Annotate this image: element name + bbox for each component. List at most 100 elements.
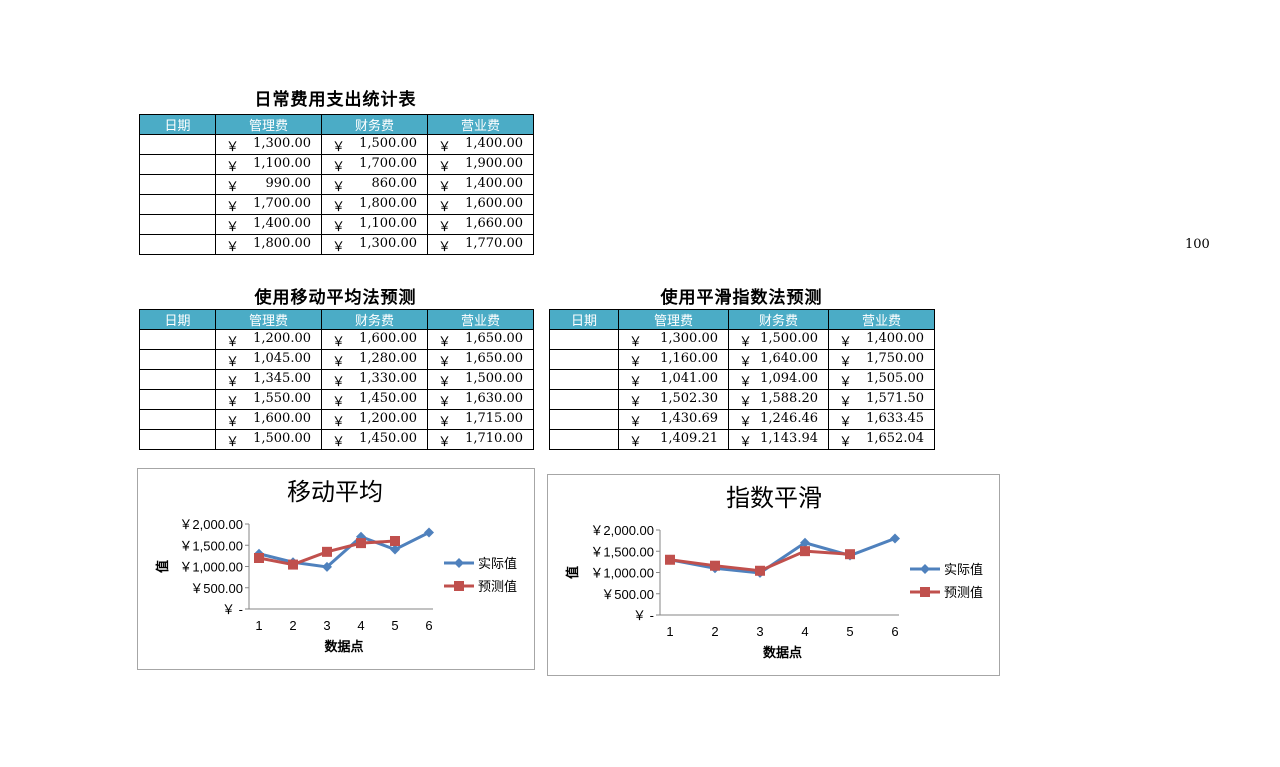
currency-symbol: ￥ — [332, 355, 346, 370]
amount-cell[interactable]: ￥ 1,400.00 — [215, 214, 322, 235]
amount-cell[interactable]: ￥ 1,571.50 — [828, 389, 935, 410]
amount-cell[interactable]: ￥ 1,450.00 — [321, 389, 428, 410]
amount-cell[interactable]: ￥ 1,630.00 — [427, 389, 534, 410]
amount-cell[interactable]: ￥ 1,650.00 — [427, 329, 534, 350]
amount-cell[interactable]: ￥ 1,600.00 — [427, 194, 534, 215]
amount-cell[interactable]: ￥ 1,094.00 — [728, 369, 829, 390]
amount-cell[interactable]: ￥ 1,300.00 — [321, 234, 428, 255]
header-row: 日期 管理费 财务费 营业费 — [549, 309, 935, 330]
amount-cell[interactable]: ￥ 1,500.00 — [215, 429, 322, 450]
amount-value: 1,640.00 — [760, 351, 818, 366]
amount-cell[interactable]: ￥ 990.00 — [215, 174, 322, 195]
amount-cell[interactable]: ￥ 1,300.00 — [215, 134, 322, 155]
amount-cell[interactable]: ￥ 1,502.30 — [618, 389, 729, 410]
amount-cell[interactable]: ￥ 1,400.00 — [427, 134, 534, 155]
legend-marker — [920, 564, 930, 574]
date-cell[interactable] — [549, 329, 619, 350]
x-tick-label: 2 — [711, 624, 718, 639]
amount-cell[interactable]: ￥ 1,600.00 — [321, 329, 428, 350]
date-cell[interactable] — [139, 154, 216, 175]
amount-cell[interactable]: ￥ 1,500.00 — [427, 369, 534, 390]
amount-cell[interactable]: ￥ 1,700.00 — [321, 154, 428, 175]
data-point-forecast — [322, 546, 332, 557]
date-cell[interactable] — [549, 429, 619, 450]
exponential-smoothing-chart[interactable]: 指数平滑 ￥2,000.00 ￥1,500.00 ￥1,000.00 ￥500.00 ￥ … — [547, 474, 1000, 676]
amount-cell[interactable]: ￥ 1,200.00 — [215, 329, 322, 350]
amount-cell[interactable]: ￥ 1,633.45 — [828, 409, 935, 430]
amount-cell[interactable]: ￥ 1,345.00 — [215, 369, 322, 390]
exponential-smoothing-table: 日期 管理费 财务费 营业费 ￥ 1,300.00 ￥ 1,500.00 ￥ 1,400.00 ￥ 1… — [549, 309, 935, 450]
amount-cell[interactable]: ￥ 1,409.21 — [618, 429, 729, 450]
amount-cell[interactable]: ￥ 1,650.00 — [427, 349, 534, 370]
table-row: ￥ 1,430.69 ￥ 1,246.46 ￥ 1,633.45 — [549, 409, 935, 430]
amount-cell[interactable]: ￥ 1,715.00 — [427, 409, 534, 430]
date-cell[interactable] — [139, 174, 216, 195]
amount-cell[interactable]: ￥ 1,652.04 — [828, 429, 935, 450]
amount-cell[interactable]: ￥ 1,330.00 — [321, 369, 428, 390]
amount-cell[interactable]: ￥ 1,900.00 — [427, 154, 534, 175]
amount-cell[interactable]: ￥ 1,400.00 — [427, 174, 534, 195]
date-cell[interactable] — [139, 349, 216, 370]
amount-cell[interactable]: ￥ 1,800.00 — [321, 194, 428, 215]
amount-cell[interactable]: ￥ 1,640.00 — [728, 349, 829, 370]
currency-symbol: ￥ — [226, 375, 240, 390]
amount-value: 1,700.00 — [253, 196, 311, 211]
amount-value: 1,650.00 — [465, 351, 523, 366]
date-cell[interactable] — [139, 329, 216, 350]
date-cell[interactable] — [549, 349, 619, 370]
amount-value: 1,143.94 — [760, 431, 818, 446]
currency-symbol: ￥ — [629, 375, 643, 390]
currency-symbol: ￥ — [332, 140, 346, 155]
amount-cell[interactable]: ￥ 1,100.00 — [215, 154, 322, 175]
date-cell[interactable] — [139, 194, 216, 215]
amount-cell[interactable]: ￥ 1,160.00 — [618, 349, 729, 370]
amount-value: 1,100.00 — [359, 216, 417, 231]
date-cell[interactable] — [139, 389, 216, 410]
amount-cell[interactable]: ￥ 1,280.00 — [321, 349, 428, 370]
currency-symbol: ￥ — [226, 395, 240, 410]
amount-cell[interactable]: ￥ 1,430.69 — [618, 409, 729, 430]
amount-cell[interactable]: ￥ 1,500.00 — [728, 329, 829, 350]
date-cell[interactable] — [139, 214, 216, 235]
date-cell[interactable] — [139, 429, 216, 450]
amount-cell[interactable]: ￥ 1,200.00 — [321, 409, 428, 430]
amount-cell[interactable]: ￥ 1,750.00 — [828, 349, 935, 370]
amount-cell[interactable]: ￥ 1,041.00 — [618, 369, 729, 390]
date-cell[interactable] — [549, 409, 619, 430]
legend-marker — [454, 581, 464, 591]
amount-cell[interactable]: ￥ 1,660.00 — [427, 214, 534, 235]
amount-cell[interactable]: ￥ 1,300.00 — [618, 329, 729, 350]
amount-value: 1,400.00 — [465, 176, 523, 191]
amount-cell[interactable]: ￥ 1,450.00 — [321, 429, 428, 450]
amount-cell[interactable]: ￥ 1,550.00 — [215, 389, 322, 410]
amount-cell[interactable]: ￥ 1,770.00 — [427, 234, 534, 255]
date-cell[interactable] — [139, 134, 216, 155]
amount-cell[interactable]: ￥ 1,700.00 — [215, 194, 322, 215]
amount-cell[interactable]: ￥ 1,500.00 — [321, 134, 428, 155]
date-cell[interactable] — [139, 369, 216, 390]
amount-cell[interactable]: ￥ 1,505.00 — [828, 369, 935, 390]
amount-cell[interactable]: ￥ 1,100.00 — [321, 214, 428, 235]
moving-average-chart[interactable]: 移动平均 ￥2,000.00 ￥1,500.00 ￥1,000.00 ￥500.00 ￥ … — [137, 468, 535, 670]
amount-cell[interactable]: ￥ 1,800.00 — [215, 234, 322, 255]
amount-cell[interactable]: ￥ 1,045.00 — [215, 349, 322, 370]
data-point-actual — [322, 561, 332, 572]
amount-cell[interactable]: ￥ 1,600.00 — [215, 409, 322, 430]
x-tick-label: 1 — [255, 618, 262, 633]
date-cell[interactable] — [139, 409, 216, 430]
date-cell[interactable] — [549, 389, 619, 410]
amount-value: 1,750.00 — [866, 351, 924, 366]
date-cell[interactable] — [139, 234, 216, 255]
amount-value: 1,400.00 — [866, 331, 924, 346]
amount-cell[interactable]: ￥ 1,400.00 — [828, 329, 935, 350]
y-tick-label: ￥2,000.00 — [590, 523, 654, 538]
amount-cell[interactable]: ￥ 1,710.00 — [427, 429, 534, 450]
currency-symbol: ￥ — [629, 335, 643, 350]
chart-title: 移动平均 — [287, 479, 383, 506]
amount-cell[interactable]: ￥ 1,246.46 — [728, 409, 829, 430]
series-line-actual — [258, 531, 430, 569]
amount-cell[interactable]: ￥ 860.00 — [321, 174, 428, 195]
amount-cell[interactable]: ￥ 1,588.20 — [728, 389, 829, 410]
amount-cell[interactable]: ￥ 1,143.94 — [728, 429, 829, 450]
date-cell[interactable] — [549, 369, 619, 390]
